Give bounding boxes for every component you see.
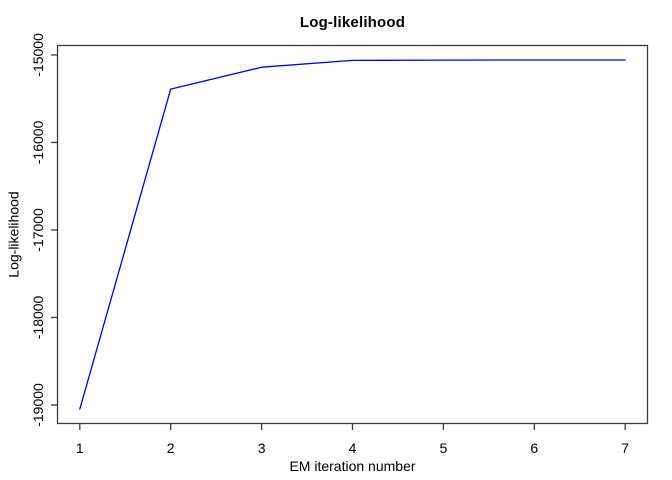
y-tick-label: -16000	[30, 120, 46, 164]
y-tick-label: -15000	[30, 33, 46, 77]
x-axis-label: EM iteration number	[289, 458, 416, 474]
x-tick-label: 2	[167, 440, 175, 456]
y-tick-label: -18000	[30, 295, 46, 339]
x-tick-label: 7	[621, 440, 629, 456]
x-tick-label: 5	[439, 440, 447, 456]
x-tick-label: 1	[76, 440, 84, 456]
loglik-line-series	[79, 59, 626, 410]
y-tick-label: -19000	[30, 383, 46, 427]
x-tick-label: 6	[530, 440, 538, 456]
chart-title: Log-likelihood	[299, 14, 406, 31]
y-tick-label: -17000	[30, 208, 46, 252]
x-tick-label: 3	[258, 440, 266, 456]
x-tick-label: 4	[349, 440, 357, 456]
plot-box	[56, 44, 649, 425]
